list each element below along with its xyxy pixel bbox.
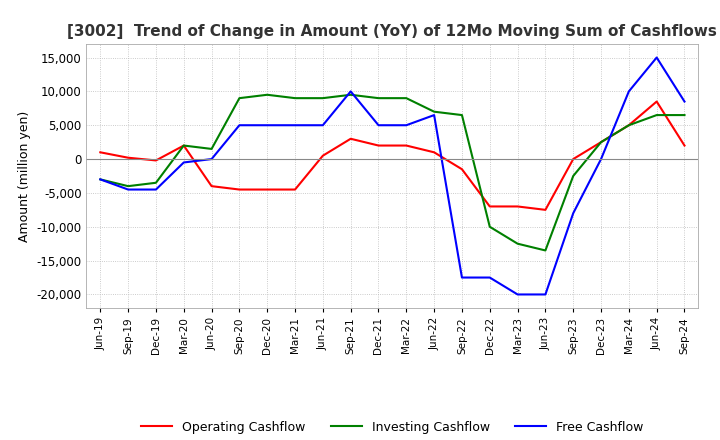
Free Cashflow — [652, 55, 661, 60]
Y-axis label: Amount (million yen): Amount (million yen) — [18, 110, 31, 242]
Free Cashflow — [263, 123, 271, 128]
Free Cashflow — [318, 123, 327, 128]
Investing Cashflow — [124, 183, 132, 189]
Investing Cashflow — [458, 113, 467, 118]
Investing Cashflow — [263, 92, 271, 97]
Operating Cashflow — [597, 139, 606, 145]
Legend: Operating Cashflow, Investing Cashflow, Free Cashflow: Operating Cashflow, Investing Cashflow, … — [136, 416, 649, 439]
Operating Cashflow — [124, 155, 132, 160]
Free Cashflow — [624, 89, 633, 94]
Investing Cashflow — [541, 248, 550, 253]
Investing Cashflow — [680, 113, 689, 118]
Investing Cashflow — [513, 241, 522, 246]
Investing Cashflow — [152, 180, 161, 185]
Investing Cashflow — [374, 95, 383, 101]
Investing Cashflow — [430, 109, 438, 114]
Operating Cashflow — [513, 204, 522, 209]
Operating Cashflow — [346, 136, 355, 141]
Line: Investing Cashflow: Investing Cashflow — [100, 95, 685, 250]
Free Cashflow — [513, 292, 522, 297]
Investing Cashflow — [318, 95, 327, 101]
Operating Cashflow — [458, 167, 467, 172]
Investing Cashflow — [402, 95, 410, 101]
Investing Cashflow — [485, 224, 494, 229]
Operating Cashflow — [374, 143, 383, 148]
Title: [3002]  Trend of Change in Amount (YoY) of 12Mo Moving Sum of Cashflows: [3002] Trend of Change in Amount (YoY) o… — [68, 24, 717, 39]
Investing Cashflow — [346, 92, 355, 97]
Free Cashflow — [430, 113, 438, 118]
Investing Cashflow — [179, 143, 188, 148]
Free Cashflow — [541, 292, 550, 297]
Free Cashflow — [179, 160, 188, 165]
Free Cashflow — [597, 157, 606, 162]
Investing Cashflow — [291, 95, 300, 101]
Free Cashflow — [402, 123, 410, 128]
Operating Cashflow — [485, 204, 494, 209]
Operating Cashflow — [569, 157, 577, 162]
Operating Cashflow — [179, 143, 188, 148]
Operating Cashflow — [96, 150, 104, 155]
Investing Cashflow — [624, 123, 633, 128]
Free Cashflow — [569, 211, 577, 216]
Operating Cashflow — [152, 158, 161, 163]
Operating Cashflow — [624, 123, 633, 128]
Operating Cashflow — [652, 99, 661, 104]
Operating Cashflow — [541, 207, 550, 213]
Operating Cashflow — [263, 187, 271, 192]
Free Cashflow — [207, 157, 216, 162]
Free Cashflow — [235, 123, 243, 128]
Operating Cashflow — [235, 187, 243, 192]
Operating Cashflow — [430, 150, 438, 155]
Free Cashflow — [680, 99, 689, 104]
Investing Cashflow — [652, 113, 661, 118]
Line: Operating Cashflow: Operating Cashflow — [100, 102, 685, 210]
Free Cashflow — [346, 89, 355, 94]
Line: Free Cashflow: Free Cashflow — [100, 58, 685, 294]
Free Cashflow — [152, 187, 161, 192]
Free Cashflow — [291, 123, 300, 128]
Operating Cashflow — [318, 153, 327, 158]
Operating Cashflow — [291, 187, 300, 192]
Free Cashflow — [124, 187, 132, 192]
Investing Cashflow — [96, 177, 104, 182]
Operating Cashflow — [680, 143, 689, 148]
Operating Cashflow — [402, 143, 410, 148]
Free Cashflow — [458, 275, 467, 280]
Investing Cashflow — [235, 95, 243, 101]
Operating Cashflow — [207, 183, 216, 189]
Free Cashflow — [374, 123, 383, 128]
Free Cashflow — [485, 275, 494, 280]
Free Cashflow — [96, 177, 104, 182]
Investing Cashflow — [569, 173, 577, 179]
Investing Cashflow — [597, 139, 606, 145]
Investing Cashflow — [207, 146, 216, 151]
